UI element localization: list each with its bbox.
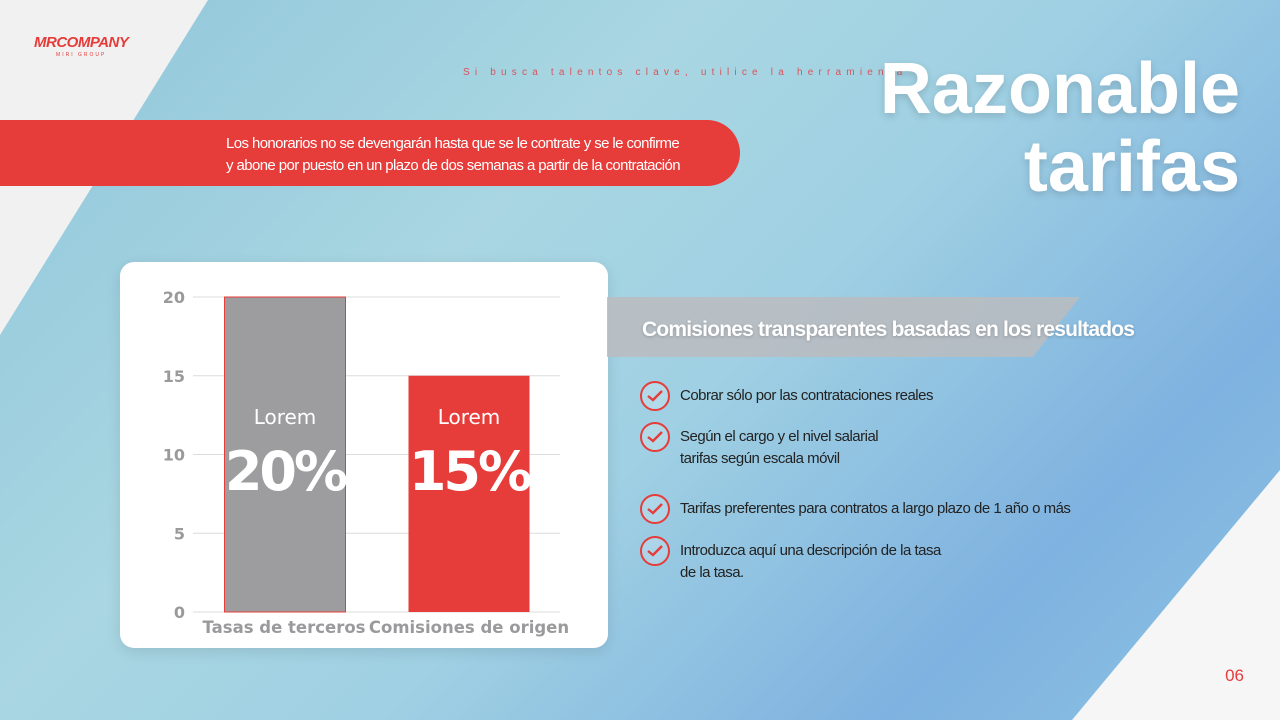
- checklist-line: Según el cargo y el nivel salarial: [680, 428, 879, 445]
- bar: [408, 375, 530, 612]
- check-circle-icon: [640, 494, 670, 524]
- bar-label-top: Lorem: [438, 405, 501, 429]
- tagline: Si busca talentos clave, utilice la herr…: [463, 67, 908, 78]
- checklist-item: Introduzca aquí una descripción de la ta…: [640, 536, 941, 584]
- x-category-label: Tasas de terceros: [202, 618, 365, 637]
- y-tick-label: 15: [163, 367, 185, 386]
- bar-chart: 0 5 10 15 20 Lorem 20% Tasas de terceros Lorem 15…: [163, 288, 569, 637]
- checklist-line: Tarifas preferentes para contratos a lar…: [680, 500, 1071, 517]
- bar: [224, 296, 346, 613]
- checklist-text: Cobrar sólo por las contrataciones reale…: [680, 385, 933, 407]
- section-banner: [607, 297, 1080, 357]
- checklist-text: Según el cargo y el nivel salarial tarifa…: [680, 426, 879, 470]
- check-circle-icon: [640, 381, 670, 411]
- company-logo: MRCOMPANY MIRI GROUP: [34, 34, 129, 58]
- checklist-text: Introduzca aquí una descripción de la ta…: [680, 540, 941, 584]
- banner-line: Los honorarios no se devengarán hasta qu…: [226, 135, 680, 152]
- page-title: Razonable tarifas: [880, 50, 1240, 206]
- y-tick-label: 0: [174, 603, 185, 622]
- chart-card: 0 5 10 15 20 Lorem 20% Tasas de terceros Lorem 15…: [120, 262, 608, 648]
- x-category-label: Comisiones de origen: [369, 618, 569, 637]
- checklist-line: de la tasa.: [680, 564, 744, 581]
- checklist-line: tarifas según escala móvil: [680, 450, 840, 467]
- checklist-line: Introduzca aquí una descripción de la ta…: [680, 542, 941, 559]
- checklist-line: Cobrar sólo por las contrataciones reale…: [680, 387, 933, 404]
- bar-label-top: Lorem: [254, 405, 317, 429]
- checklist-item: Tarifas preferentes para contratos a lar…: [640, 494, 1071, 524]
- banner-line: y abone por puesto en un plazo de dos se…: [226, 157, 681, 174]
- section-heading: Comisiones transparentes basadas en los …: [642, 318, 1135, 341]
- check-circle-icon: [640, 536, 670, 566]
- y-tick-label: 5: [174, 524, 185, 543]
- fee-banner: Los honorarios no se devengarán hasta qu…: [0, 120, 740, 186]
- bar-value-label: 20%: [225, 440, 347, 503]
- logo-brand: MRCOMPANY: [34, 34, 129, 51]
- page-number: 06: [1225, 666, 1244, 685]
- y-tick-label: 20: [163, 288, 185, 307]
- title-line: tarifas: [1023, 127, 1240, 207]
- checklist-item: Según el cargo y el nivel salarial tarifa…: [640, 422, 879, 470]
- title-line: Razonable: [879, 49, 1240, 129]
- checklist-text: Tarifas preferentes para contratos a lar…: [680, 498, 1071, 520]
- checklist-item: Cobrar sólo por las contrataciones reale…: [640, 381, 933, 411]
- bar-value-label: 15%: [409, 440, 531, 503]
- check-circle-icon: [640, 422, 670, 452]
- logo-sub: MIRI GROUP: [56, 52, 107, 58]
- y-tick-label: 10: [163, 446, 185, 465]
